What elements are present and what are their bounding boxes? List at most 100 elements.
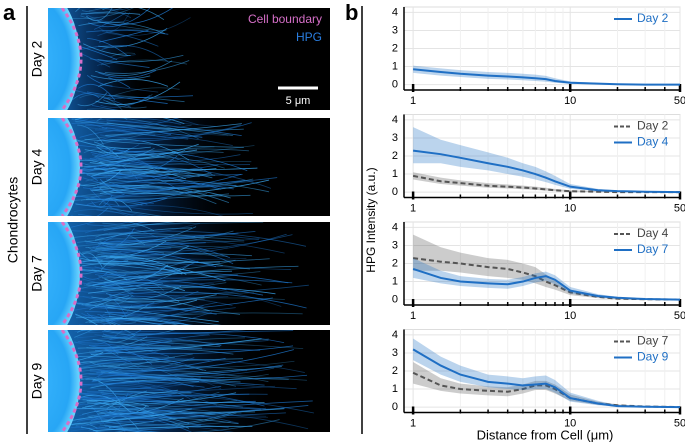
fiber bbox=[103, 138, 190, 161]
fiber bbox=[83, 284, 255, 294]
fiber bbox=[80, 118, 182, 125]
fiber bbox=[79, 259, 236, 273]
fiber bbox=[109, 156, 225, 169]
fiber bbox=[81, 252, 103, 268]
fiber bbox=[90, 379, 200, 389]
fiber bbox=[93, 141, 120, 159]
fiber bbox=[82, 177, 171, 191]
fiber bbox=[92, 172, 212, 191]
x-tick-label: 50 bbox=[674, 202, 685, 214]
legend-label: Day 2 bbox=[637, 119, 669, 133]
fiber bbox=[100, 84, 159, 93]
fiber bbox=[109, 205, 224, 216]
fiber bbox=[91, 376, 147, 383]
row-label: Day 9 bbox=[29, 363, 45, 400]
fiber bbox=[74, 330, 92, 333]
fiber bbox=[84, 311, 191, 325]
fiber bbox=[83, 147, 137, 159]
fiber bbox=[74, 330, 94, 338]
fiber bbox=[90, 242, 206, 252]
fiber bbox=[109, 291, 307, 309]
error-band bbox=[413, 234, 680, 300]
fiber bbox=[97, 253, 145, 260]
panel-label: b bbox=[345, 0, 358, 25]
fiber bbox=[75, 8, 81, 13]
row-label: Day 7 bbox=[29, 255, 45, 292]
micrograph bbox=[48, 222, 330, 325]
fiber bbox=[81, 313, 106, 325]
fiber bbox=[71, 245, 228, 256]
x-tick-label: 10 bbox=[564, 310, 576, 322]
fiber bbox=[86, 172, 216, 176]
fiber bbox=[97, 54, 184, 63]
y-tick-label: 4 bbox=[392, 329, 398, 341]
fiber bbox=[76, 330, 136, 336]
y-tick-label: 0 bbox=[392, 78, 398, 90]
fiber bbox=[89, 147, 117, 159]
fiber bbox=[88, 8, 151, 28]
fiber bbox=[97, 54, 136, 67]
line bbox=[412, 348, 681, 409]
error-band bbox=[413, 258, 680, 300]
fiber bbox=[87, 340, 172, 359]
fiber bbox=[101, 145, 255, 165]
fiber bbox=[74, 240, 245, 247]
fiber bbox=[85, 144, 140, 161]
image bbox=[48, 8, 330, 110]
fiber bbox=[84, 138, 244, 148]
fiber bbox=[95, 255, 220, 263]
fiber bbox=[84, 149, 198, 155]
fiber bbox=[94, 392, 133, 405]
fiber bbox=[100, 255, 291, 270]
fiber bbox=[102, 233, 287, 256]
fiber bbox=[95, 81, 181, 105]
fiber bbox=[97, 358, 305, 373]
fiber bbox=[71, 348, 234, 356]
y-tick-label: 2 bbox=[392, 42, 398, 54]
fiber bbox=[75, 314, 137, 325]
fiber bbox=[99, 163, 139, 180]
fiber bbox=[77, 260, 226, 281]
fiber bbox=[100, 392, 243, 408]
error-band bbox=[413, 172, 680, 193]
fiber bbox=[85, 247, 228, 257]
fiber bbox=[80, 384, 218, 406]
fiber bbox=[98, 70, 157, 79]
fiber bbox=[103, 248, 217, 268]
fiber bbox=[76, 317, 194, 325]
fiber bbox=[92, 255, 187, 275]
fiber bbox=[108, 334, 137, 343]
fiber bbox=[98, 376, 237, 387]
fiber bbox=[108, 77, 131, 89]
fiber bbox=[70, 369, 269, 383]
fiber bbox=[97, 79, 169, 87]
fiber bbox=[97, 8, 174, 25]
fiber bbox=[106, 94, 153, 106]
fiber bbox=[108, 372, 308, 381]
cell bbox=[48, 8, 80, 110]
legend-label: Day 7 bbox=[637, 242, 669, 256]
fiber bbox=[90, 179, 270, 195]
fiber bbox=[93, 425, 253, 432]
y-tick-label: 3 bbox=[392, 24, 398, 36]
legend-label: Day 4 bbox=[637, 135, 669, 149]
fiber bbox=[103, 245, 190, 266]
fiber bbox=[99, 186, 251, 197]
fiber bbox=[103, 222, 264, 227]
fiber bbox=[103, 95, 194, 99]
y-tick-label: 2 bbox=[392, 365, 398, 377]
y-label: Chondrocytes bbox=[5, 177, 21, 263]
x-tick-label: 10 bbox=[564, 202, 576, 214]
fiber bbox=[103, 205, 151, 216]
fiber bbox=[91, 344, 153, 365]
fiber bbox=[87, 246, 122, 255]
fiber bbox=[72, 302, 219, 323]
image bbox=[48, 118, 330, 216]
legend-label: Day 2 bbox=[637, 11, 669, 25]
fiber bbox=[89, 162, 258, 170]
fiber bbox=[82, 360, 295, 369]
fiber bbox=[108, 205, 136, 216]
fiber bbox=[89, 411, 256, 424]
fiber bbox=[98, 143, 199, 163]
fiber bbox=[85, 405, 131, 408]
